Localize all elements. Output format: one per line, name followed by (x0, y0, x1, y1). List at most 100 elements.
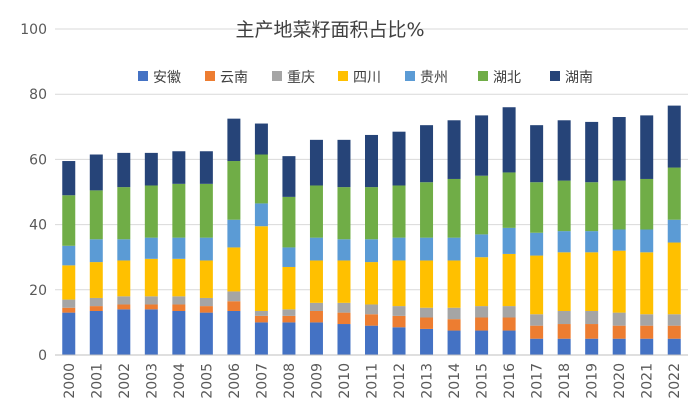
x-tick-label-2022: 2022 (667, 363, 683, 399)
x-tick-label-2003: 2003 (144, 363, 160, 399)
x-tick-label-2008: 2008 (282, 363, 298, 399)
bar-云南-2019 (585, 324, 599, 339)
bar-贵州-2009 (309, 237, 323, 261)
bar-重庆-2002 (117, 296, 131, 305)
bar-重庆-2022 (667, 314, 681, 326)
bar-四川-2010 (337, 260, 351, 303)
bar-湖南-2008 (282, 156, 296, 197)
bar-湖南-2014 (447, 120, 461, 179)
bar-湖南-2002 (117, 152, 131, 188)
bar-湖北-2001 (89, 190, 103, 240)
bar-安徽-2016 (502, 330, 516, 355)
bar-湖北-2006 (227, 161, 241, 220)
bar-湖北-2017 (530, 182, 544, 233)
bar-重庆-2014 (447, 307, 461, 320)
bar-湖南-2019 (585, 121, 599, 183)
x-tick-label-2015: 2015 (475, 363, 491, 399)
bar-湖南-2018 (557, 120, 571, 181)
x-tick-label-2001: 2001 (89, 363, 105, 399)
bar-贵州-2019 (585, 231, 599, 253)
bar-安徽-2015 (475, 330, 489, 355)
x-axis: 2000 2001 2002 2003 2004 2005 2006 2007 2008 2009… (55, 354, 688, 399)
bar-贵州-2003 (144, 237, 158, 259)
y-tick-label-20: 20 (29, 283, 47, 299)
bar-重庆-2000 (62, 299, 76, 308)
bar-安徽-2020 (612, 338, 626, 355)
bar-湖南-2003 (144, 152, 158, 186)
y-tick-label-60: 60 (29, 152, 47, 168)
chart-title: 主产地菜籽面积占比% (235, 19, 424, 41)
bar-四川-2007 (254, 226, 268, 311)
bar-四川-2019 (585, 252, 599, 311)
bar-云南-2012 (392, 315, 406, 328)
bar-重庆-2018 (557, 310, 571, 325)
bar-安徽-2004 (172, 310, 186, 355)
legend: 安徽 云南 重庆 四川 贵州 湖北 湖南 (138, 70, 593, 86)
x-tick-label-2017: 2017 (530, 363, 546, 399)
bar-湖南-2007 (254, 123, 268, 155)
bar-贵州-2002 (117, 239, 131, 261)
legend-swatch-四川 (338, 71, 348, 81)
bar-湖南-2001 (89, 154, 103, 191)
bar-安徽-2012 (392, 327, 406, 355)
bar-重庆-2016 (502, 306, 516, 318)
bar-贵州-2004 (172, 237, 186, 259)
bar-贵州-2012 (392, 237, 406, 261)
bar-云南-2011 (365, 314, 378, 326)
bar-四川-2011 (365, 262, 378, 305)
bar-四川-2018 (557, 252, 571, 311)
x-tick-label-2019: 2019 (585, 363, 601, 399)
bar-贵州-2007 (254, 203, 268, 227)
bar-湖北-2012 (392, 185, 406, 238)
bar-湖北-2011 (365, 187, 378, 240)
bar-云南-2016 (502, 317, 516, 331)
bar-安徽-2003 (144, 309, 158, 355)
bar-云南-2008 (282, 315, 296, 323)
y-tick-label-0: 0 (38, 348, 47, 364)
x-tick-label-2009: 2009 (309, 363, 325, 399)
bar-湖北-2020 (612, 180, 626, 230)
bar-云南-2022 (667, 325, 681, 339)
bar-湖北-2004 (172, 183, 186, 238)
bar-湖北-2019 (585, 182, 599, 232)
bar-贵州-2010 (337, 239, 351, 261)
bar-安徽-2017 (530, 338, 544, 355)
bar-湖南-2005 (199, 151, 213, 184)
bar-湖南-2022 (667, 105, 681, 168)
bar-安徽-2007 (254, 322, 268, 355)
bar-云南-2002 (117, 304, 131, 310)
bar-四川-2000 (62, 265, 76, 300)
bar-云南-2001 (89, 306, 103, 311)
bar-重庆-2019 (585, 310, 599, 325)
bar-安徽-2010 (337, 324, 351, 355)
bar-湖南-2006 (227, 118, 241, 162)
bar-贵州-2016 (502, 227, 516, 254)
bar-四川-2014 (447, 260, 461, 308)
bar-安徽-2009 (309, 322, 323, 355)
bar-云南-2006 (227, 301, 241, 311)
bar-贵州-2015 (475, 234, 489, 258)
bar-安徽-2011 (365, 325, 378, 355)
bar-四川-2016 (502, 253, 516, 307)
bar-贵州-2017 (530, 232, 544, 256)
legend-swatch-湖南 (550, 71, 560, 81)
bar-安徽-2008 (282, 322, 296, 355)
bar-湖南-2013 (420, 125, 434, 183)
bar-湖南-2009 (309, 139, 323, 186)
bar-重庆-2001 (89, 297, 103, 307)
bar-安徽-2002 (117, 309, 131, 355)
y-tick-label-40: 40 (29, 218, 47, 234)
bar-湖北-2005 (199, 183, 213, 238)
bar-贵州-2001 (89, 239, 103, 263)
bar-安徽-2019 (585, 338, 599, 355)
legend-label-云南: 云南 (220, 70, 248, 86)
x-tick-label-2010: 2010 (337, 363, 353, 399)
legend-label-湖南: 湖南 (565, 70, 593, 86)
legend-label-重庆: 重庆 (287, 70, 315, 86)
legend-swatch-湖北 (478, 71, 488, 81)
bar-四川-2021 (640, 252, 654, 315)
bar-贵州-2021 (640, 229, 654, 253)
bar-湖南-2015 (475, 115, 489, 176)
bar-四川-2009 (309, 260, 323, 303)
